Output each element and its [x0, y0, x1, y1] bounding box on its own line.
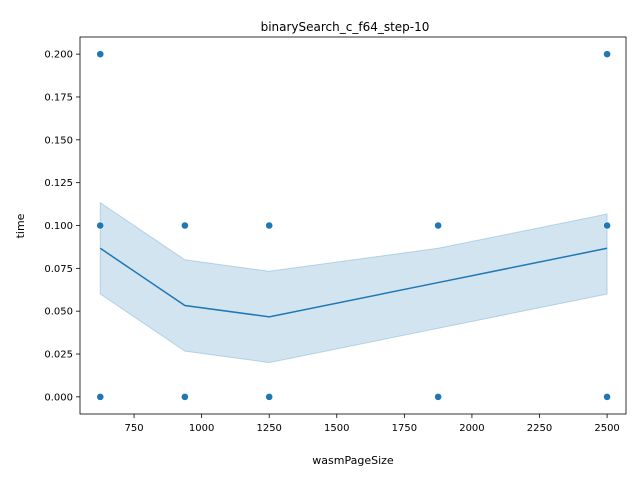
scatter-point [96, 50, 105, 59]
confidence-band [99, 201, 608, 364]
y-tick-label: 0.050 [44, 307, 73, 318]
y-tick-label: 0.075 [44, 264, 73, 275]
y-tick-label: 0.100 [44, 221, 73, 232]
x-tick-label: 2500 [594, 423, 619, 434]
scatter-point [603, 392, 611, 401]
y-axis-label: time [14, 213, 27, 238]
y-tick-label: 0.150 [44, 135, 73, 146]
x-tick-label: 1500 [324, 423, 349, 434]
x-tick-label: 1250 [256, 423, 281, 434]
x-axis: 750 1000 1250 1500 1750 2000 2250 2500 [125, 414, 620, 434]
scatter-point [603, 221, 611, 230]
plot-frame [79, 36, 627, 415]
x-tick-label: 2250 [527, 423, 552, 434]
y-tick-label: 0.175 [44, 92, 73, 103]
mean-line [99, 247, 608, 318]
scatter-point [96, 221, 105, 230]
scatter-point [265, 221, 274, 230]
scatter-point [434, 392, 443, 401]
scatter-point [180, 392, 189, 401]
x-tick-label: 750 [125, 423, 144, 434]
y-axis: 0.000 0.025 0.050 0.075 0.100 0.125 0.150 0.175… [44, 50, 80, 403]
scatter-point [434, 221, 443, 230]
x-tick-label: 1750 [392, 423, 417, 434]
confidence-band-layer [99, 201, 608, 364]
scatter-point [180, 221, 189, 230]
scatter-points-layer [96, 50, 611, 401]
y-tick-label: 0.025 [44, 350, 73, 361]
scatter-point [603, 50, 611, 59]
x-axis-label: wasmPageSize [312, 454, 394, 467]
x-tick-label: 2000 [459, 423, 484, 434]
scatter-point [96, 392, 105, 401]
x-tick-label: 1000 [189, 423, 214, 434]
mean-line-layer [99, 247, 608, 318]
y-tick-label: 0.125 [44, 178, 73, 189]
chart-title: binarySearch_c_f64_step-10 [261, 20, 430, 34]
scatter-point [265, 392, 274, 401]
y-tick-label: 0.200 [44, 50, 73, 61]
y-tick-label: 0.000 [44, 392, 73, 403]
